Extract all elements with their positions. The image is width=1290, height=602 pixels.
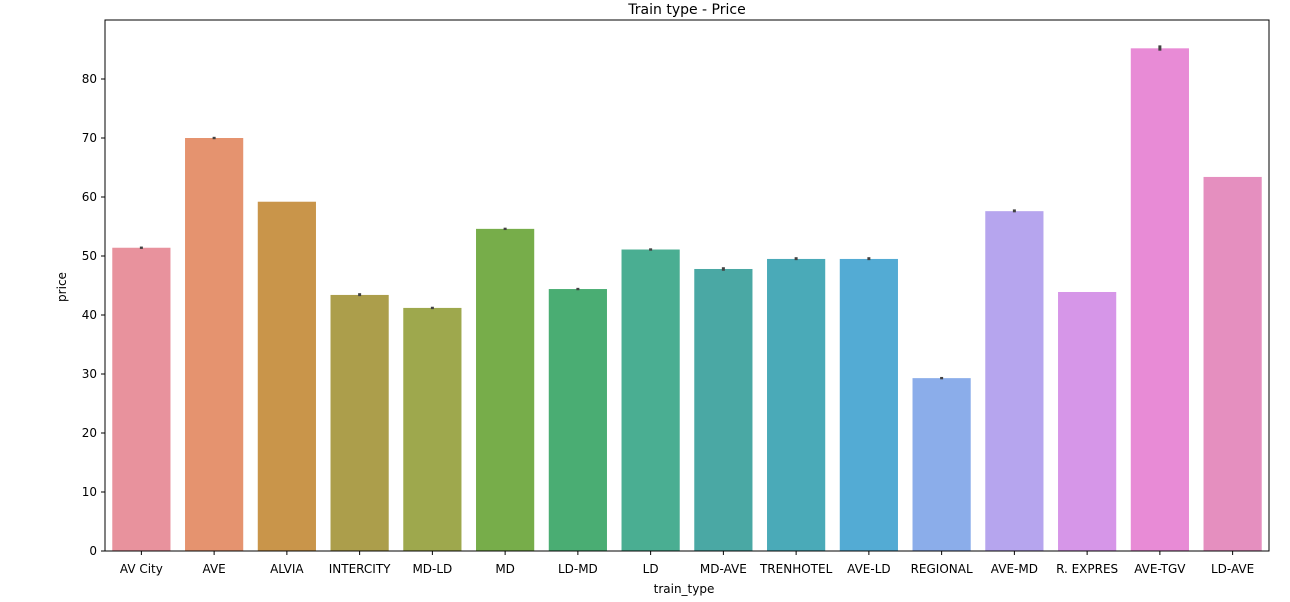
bar (767, 258, 826, 551)
x-tick-label: TRENHOTEL (759, 562, 833, 576)
bar (1203, 176, 1262, 551)
x-tick-label: AV City (120, 562, 163, 576)
y-tick-label: 40 (82, 308, 97, 322)
bar (621, 249, 680, 551)
bar (476, 228, 535, 552)
x-tick-label: AVE (203, 562, 226, 576)
x-axis-title: train_type (654, 582, 715, 596)
x-tick-label: MD (495, 562, 515, 576)
y-tick-label: 30 (82, 367, 97, 381)
x-tick-label: ALVIA (270, 562, 304, 576)
error-bars-group (139, 45, 1162, 380)
bar (330, 294, 389, 551)
bar (1130, 48, 1189, 551)
y-tick-label: 0 (89, 544, 97, 558)
y-tick-label: 80 (82, 72, 97, 86)
x-tick-label: AVE-LD (847, 562, 891, 576)
y-tick-label: 10 (82, 485, 97, 499)
y-tick-label: 50 (82, 249, 97, 263)
y-tick-label: 20 (82, 426, 97, 440)
x-tick-label: LD-MD (558, 562, 598, 576)
bar (257, 201, 316, 551)
y-axis-ticks: 0 10 20 30 40 50 60 70 80 (82, 72, 105, 558)
x-tick-label: REGIONAL (911, 562, 973, 576)
y-axis-title: price (55, 272, 69, 302)
x-tick-label: MD-AVE (700, 562, 747, 576)
bar (839, 258, 898, 551)
bar (112, 247, 171, 552)
bar (694, 268, 753, 551)
y-tick-label: 60 (82, 190, 97, 204)
x-tick-label: INTERCITY (329, 562, 391, 576)
x-tick-label: LD-AVE (1211, 562, 1254, 576)
bar (548, 289, 607, 551)
bar (185, 138, 244, 551)
y-tick-label: 70 (82, 131, 97, 145)
bar (403, 307, 462, 551)
x-tick-label: AVE-TGV (1134, 562, 1186, 576)
plot-frame (104, 19, 1270, 552)
bar (912, 378, 971, 551)
x-tick-label: AVE-MD (991, 562, 1038, 576)
x-axis-ticks: AV City AVE ALVIA INTERCITY MD-LD MD LD-MD LD MD… (120, 551, 1254, 576)
bar (985, 211, 1044, 551)
x-tick-label: MD-LD (412, 562, 452, 576)
x-tick-label: R. EXPRES (1056, 562, 1118, 576)
chart-title: Train type - Price (627, 2, 745, 18)
bars-group (112, 48, 1262, 552)
x-tick-label: LD (643, 562, 659, 576)
bar (1058, 291, 1117, 551)
